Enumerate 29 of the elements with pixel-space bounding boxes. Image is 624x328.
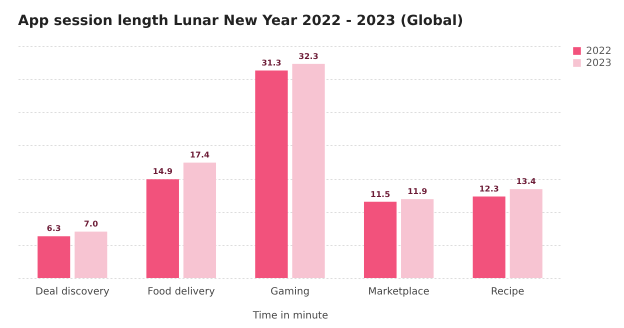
bar (146, 179, 179, 278)
chart-title: App session length Lunar New Year 2022 - 2023 (Global) (18, 13, 464, 29)
data-label: 12.3 (479, 184, 499, 194)
x-tick-label: Marketplace (368, 286, 430, 298)
bar (401, 199, 434, 278)
bar (364, 202, 397, 278)
data-label: 11.9 (407, 187, 428, 196)
x-tick-label: Gaming (270, 286, 310, 298)
data-label: 13.4 (516, 177, 536, 186)
data-label: 6.3 (46, 224, 61, 234)
x-tick-label: Recipe (490, 286, 524, 298)
data-label: 17.4 (190, 150, 210, 160)
data-label: 7.0 (84, 220, 98, 229)
bar (292, 64, 325, 278)
x-axis-title: Time in minute (252, 310, 328, 322)
bar (255, 70, 288, 278)
bar (74, 232, 108, 278)
data-label: 14.9 (152, 167, 173, 176)
legend-label: 2022 (586, 46, 612, 57)
data-label: 11.5 (370, 190, 391, 199)
data-label: 31.3 (262, 58, 282, 68)
bar (472, 196, 506, 278)
bar (510, 189, 542, 278)
x-tick-label: Deal discovery (35, 286, 110, 298)
data-label: 32.3 (298, 52, 318, 61)
bar (183, 162, 216, 278)
bar (38, 236, 70, 278)
legend-label: 2023 (586, 58, 612, 69)
x-tick-label: Food delivery (148, 286, 215, 298)
